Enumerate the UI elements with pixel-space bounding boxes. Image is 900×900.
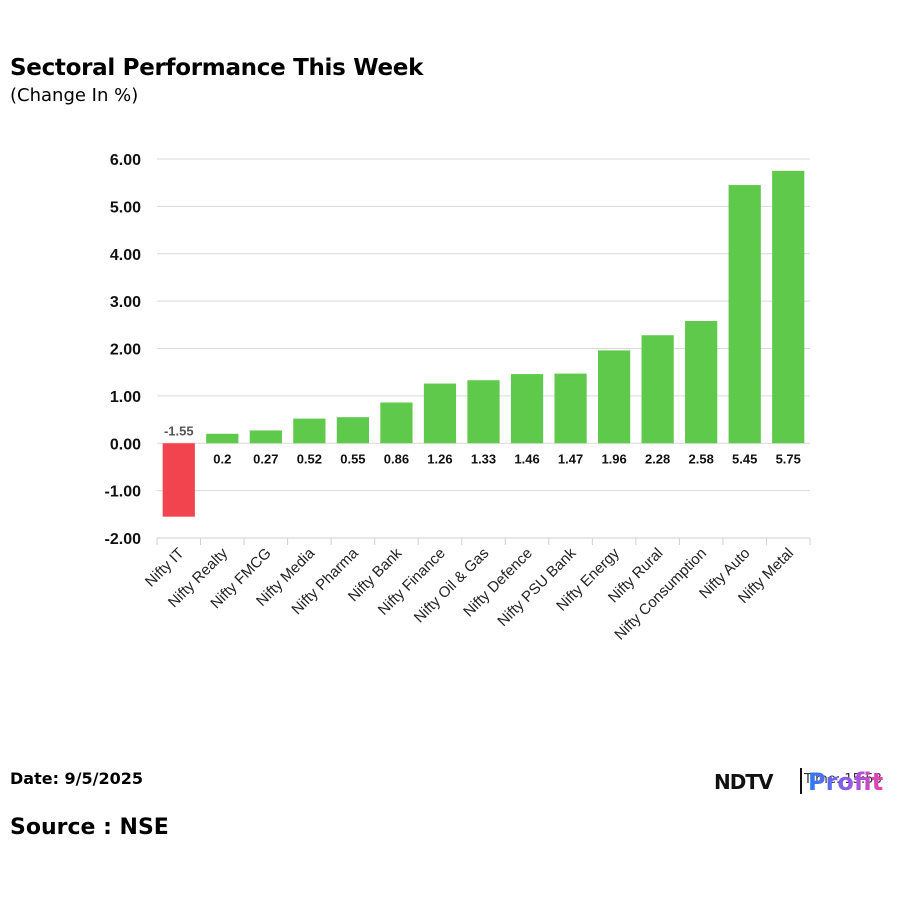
- data-label: 5.45: [732, 451, 757, 466]
- data-label: 1.96: [601, 451, 626, 466]
- x-tick-label: Nifty Oil & Gas: [411, 545, 493, 627]
- ndtv-wordmark: NDTV: [714, 770, 773, 794]
- x-tick-label: Nifty PSU Bank: [494, 544, 579, 629]
- data-label: 5.75: [776, 451, 801, 466]
- bar: [554, 373, 587, 444]
- bar: [293, 418, 326, 444]
- bar: [597, 350, 631, 444]
- y-tick-label: -1.00: [105, 484, 142, 501]
- y-tick-label: 3.00: [110, 294, 141, 311]
- y-tick-label: 4.00: [110, 247, 141, 264]
- data-label: 1.47: [558, 451, 583, 466]
- logo-separator: [800, 768, 802, 794]
- y-tick-label: 5.00: [110, 199, 141, 216]
- bar: [510, 374, 544, 444]
- data-label: -1.55: [164, 423, 194, 438]
- y-tick-label: 0.00: [110, 436, 141, 453]
- y-axis-ticks: 6.00 5.00 4.00 3.00 2.00 1.00 0.00 -1.00 -2.00: [105, 152, 142, 548]
- source-label: Source : NSE: [10, 815, 169, 840]
- time-label: Time: 15:58: [804, 772, 882, 787]
- bar: [423, 383, 457, 444]
- data-label: 2.58: [689, 451, 714, 466]
- bar: [772, 170, 805, 444]
- data-label: 0.55: [340, 451, 365, 466]
- bar: [162, 443, 195, 517]
- y-tick-label: -2.00: [105, 531, 142, 548]
- ndtv-profit-logo: NDTV Time: 15:58 Profit: [714, 768, 894, 796]
- chart-title: Sectoral Performance This Week: [10, 55, 424, 81]
- bar: [206, 433, 239, 444]
- data-label: 1.46: [514, 451, 539, 466]
- date-label: Date: 9/5/2025: [10, 769, 144, 788]
- profit-wordmark: Profit: [808, 768, 884, 796]
- bar: [249, 430, 282, 444]
- y-tick-label: 6.00: [110, 152, 141, 169]
- y-tick-label: 1.00: [110, 389, 141, 406]
- bar: [380, 402, 413, 444]
- bars: [162, 170, 805, 517]
- data-label: 2.28: [645, 451, 670, 466]
- data-label: 0.27: [253, 451, 278, 466]
- chart-subtitle: (Change In %): [10, 85, 139, 106]
- data-label: 0.52: [297, 451, 322, 466]
- bar: [685, 321, 718, 444]
- bar: [641, 335, 674, 444]
- data-labels: -1.55 0.2 0.27 0.52 0.55 0.86 1.26 1.33 1.46 1.47…: [164, 423, 801, 466]
- bar: [336, 417, 370, 444]
- data-label: 0.2: [213, 451, 231, 466]
- bar: [467, 380, 500, 444]
- data-label: 1.26: [427, 451, 452, 466]
- y-tick-label: 2.00: [110, 342, 141, 359]
- data-label: 0.86: [384, 451, 409, 466]
- data-label: 1.33: [471, 451, 496, 466]
- bar: [728, 185, 761, 444]
